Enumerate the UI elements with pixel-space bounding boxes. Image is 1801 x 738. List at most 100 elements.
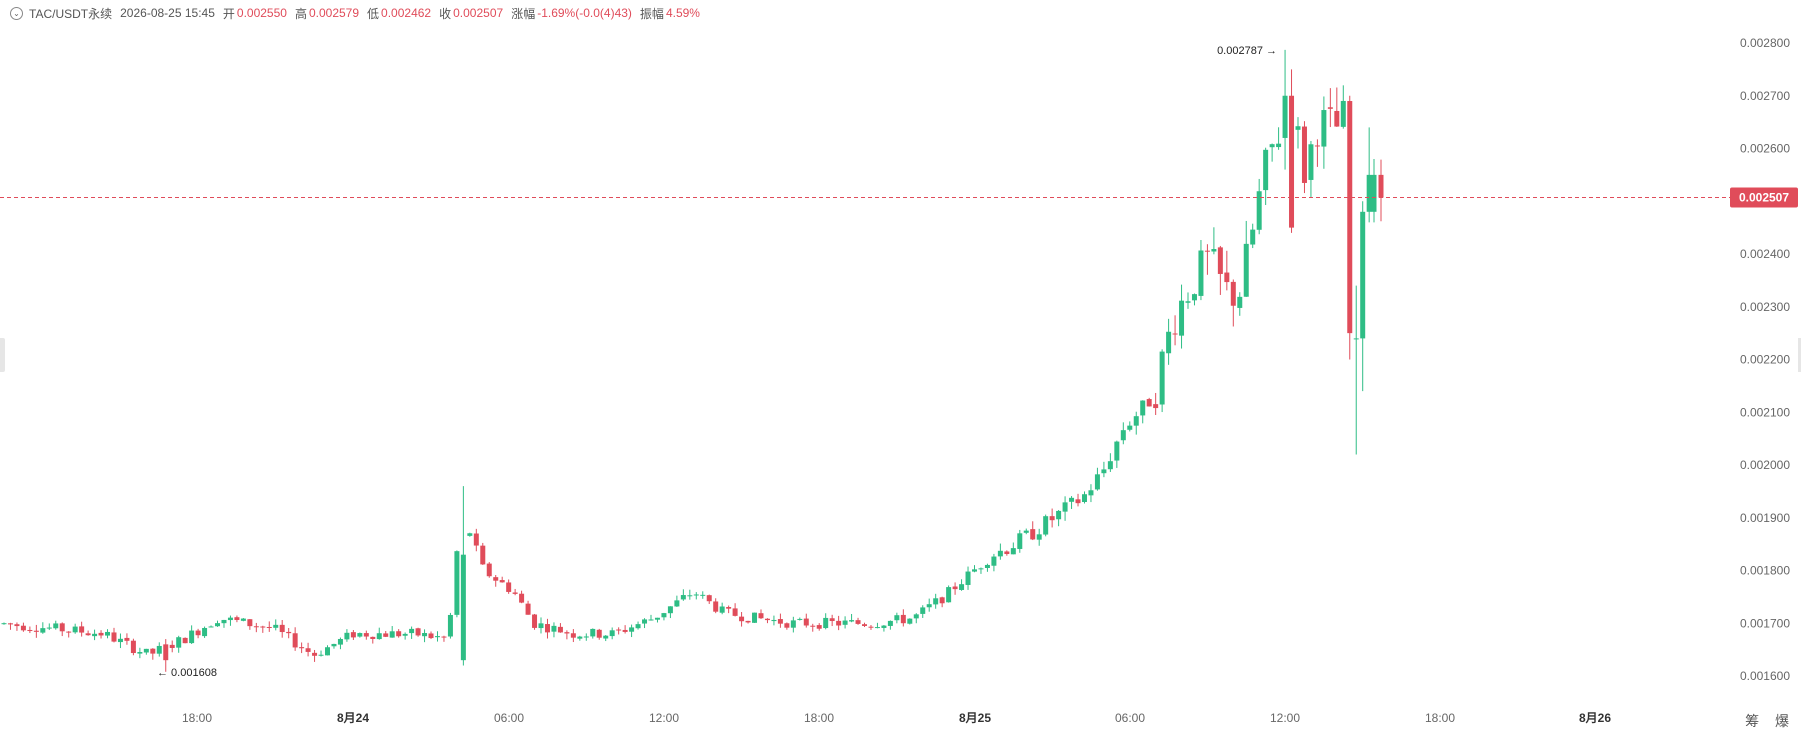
y-tick-label: 0.002700 xyxy=(1740,89,1790,103)
candle-body xyxy=(337,638,343,645)
candle-body xyxy=(434,636,440,638)
y-tick-label: 0.002300 xyxy=(1740,300,1790,314)
collapse-icon[interactable]: ⌄ xyxy=(10,6,23,20)
candle xyxy=(357,632,363,638)
candle-body xyxy=(1289,95,1295,228)
candle xyxy=(7,622,13,630)
candle xyxy=(622,625,628,634)
candle-body xyxy=(325,647,330,656)
candle xyxy=(603,635,609,642)
candle xyxy=(926,598,932,612)
candle-body xyxy=(506,582,512,592)
candle xyxy=(460,486,466,666)
candle-body xyxy=(1282,95,1288,138)
candle-body xyxy=(1378,174,1384,198)
candle-body xyxy=(305,648,311,652)
candle-body xyxy=(654,617,660,620)
candle xyxy=(506,579,512,594)
candle xyxy=(519,590,525,604)
candle-body xyxy=(376,633,382,640)
candle-body xyxy=(849,620,855,622)
candle-body xyxy=(1269,144,1275,148)
candle xyxy=(20,622,26,632)
candle xyxy=(959,579,965,591)
candle xyxy=(984,563,990,572)
candle xyxy=(1140,400,1146,424)
candle xyxy=(629,624,635,638)
candle-body xyxy=(46,627,52,629)
candle-body xyxy=(525,603,531,615)
candle xyxy=(810,623,816,632)
right-drag-handle[interactable] xyxy=(1798,338,1801,372)
candle-body xyxy=(790,620,796,628)
candle xyxy=(273,619,279,631)
candle-body xyxy=(512,592,518,594)
candle xyxy=(331,643,337,649)
candle xyxy=(1179,284,1185,349)
candle-body xyxy=(447,614,453,637)
y-tick-label: 0.002100 xyxy=(1740,405,1790,419)
candle-body xyxy=(1030,529,1036,540)
candle-body xyxy=(991,556,997,566)
candle-body xyxy=(836,620,842,626)
candle-body xyxy=(350,632,356,638)
candle xyxy=(609,627,615,640)
candle xyxy=(842,616,848,629)
candle-body xyxy=(66,631,72,633)
chip-liquidation-tools[interactable]: 筹 爆 xyxy=(1745,713,1795,729)
candle-body xyxy=(583,636,589,638)
candle xyxy=(1282,49,1288,170)
candle xyxy=(596,628,602,640)
candle-body xyxy=(997,550,1003,557)
candle xyxy=(1056,509,1062,527)
candle xyxy=(1224,250,1230,291)
candle xyxy=(700,591,706,599)
candle-body xyxy=(467,533,473,536)
candle xyxy=(92,629,98,641)
candle-body xyxy=(1243,243,1249,297)
candle-body xyxy=(752,612,758,623)
candle xyxy=(1191,293,1197,306)
candle-body xyxy=(596,629,602,638)
x-tick-label: 18:00 xyxy=(1425,711,1455,725)
candle-body xyxy=(499,580,505,583)
x-axis: 18:00 8月24 06:00 12:00 18:00 8月25 06:00 12:00 18… xyxy=(182,711,1611,725)
candle-body xyxy=(1327,107,1333,109)
candle-body xyxy=(1146,399,1152,407)
candle xyxy=(732,603,738,617)
candle xyxy=(887,620,893,630)
candle-body xyxy=(590,628,596,637)
candle-body xyxy=(862,624,868,626)
candle-body xyxy=(383,633,389,637)
candle xyxy=(1062,496,1068,521)
candle xyxy=(590,628,596,639)
candle-body xyxy=(933,598,939,605)
candle xyxy=(59,622,65,637)
candle-body xyxy=(208,626,214,628)
candle-body xyxy=(460,554,466,661)
candle xyxy=(480,542,486,565)
candle xyxy=(337,637,343,650)
candle-body xyxy=(564,632,570,634)
candle-body xyxy=(1256,191,1262,230)
candle xyxy=(1366,127,1372,223)
candle xyxy=(1204,244,1210,275)
candle-body xyxy=(965,571,971,585)
candle xyxy=(784,622,790,630)
left-drag-handle[interactable] xyxy=(0,338,5,372)
candle xyxy=(952,582,958,595)
candle xyxy=(143,648,149,655)
candle-body xyxy=(758,613,764,619)
candle xyxy=(1347,95,1353,360)
candle xyxy=(447,612,453,639)
x-tick-label: 18:00 xyxy=(804,711,834,725)
candle xyxy=(635,621,641,630)
candle xyxy=(402,632,408,640)
candle xyxy=(577,635,583,641)
candle xyxy=(654,617,660,623)
candle-body xyxy=(1301,126,1307,183)
candle-body xyxy=(1353,338,1359,340)
candle xyxy=(1237,292,1243,316)
